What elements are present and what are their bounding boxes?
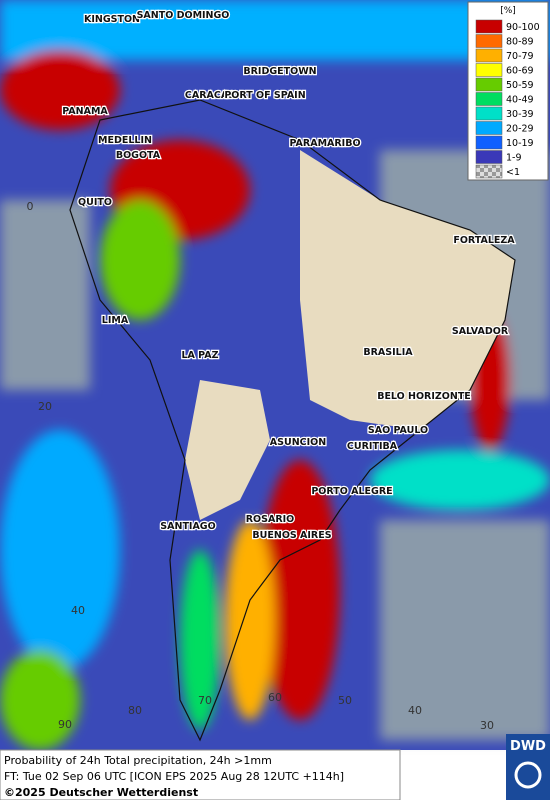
dry-land — [185, 380, 270, 520]
city-label: CURITIBA — [347, 441, 398, 452]
grid-label: 50 — [338, 694, 352, 707]
legend-swatch — [475, 63, 503, 77]
legend-label: 80-89 — [506, 37, 534, 48]
legend-swatch — [475, 19, 503, 34]
legend-label: 40-49 — [506, 95, 534, 106]
city-label: FORTALEZA — [453, 235, 515, 246]
city-label: SANTIAGO — [160, 521, 215, 532]
footer-title: Probability of 24h Total precipitation, … — [4, 754, 272, 767]
legend-label: 90-100 — [506, 22, 540, 33]
grid-label: 30 — [480, 719, 494, 732]
legend-swatch — [475, 92, 503, 106]
grid-labels: 0 20 40 90 80 70 60 50 40 30 — [27, 200, 495, 732]
logo-box — [506, 734, 550, 800]
legend-swatch — [475, 48, 503, 63]
legend-swatch — [475, 164, 503, 179]
footer-box — [0, 749, 401, 801]
legend-swatch — [475, 77, 503, 92]
footer-copyright: ©2025 Deutscher Wetterdienst — [4, 786, 198, 799]
city-label: PARAMARIBO — [289, 138, 360, 149]
city-label: BUENOS AIRES — [252, 530, 331, 541]
legend-swatch — [475, 121, 503, 135]
city-label: PANAMA — [62, 106, 108, 117]
city-label: SANTO DOMINGO — [137, 10, 230, 21]
grid-label: 60 — [268, 691, 282, 704]
legend-label: <1 — [506, 167, 520, 178]
legend-swatch — [475, 150, 503, 164]
dry-land — [300, 150, 515, 430]
footer-forecast: FT: Tue 02 Sep 06 UTC [ICON EPS 2025 Aug… — [4, 770, 344, 783]
city-label: PORT OF SPAIN — [224, 90, 305, 101]
legend-label: 20-29 — [506, 124, 534, 135]
city-label: LIMA — [102, 315, 129, 326]
city-label: BRIDGETOWN — [243, 66, 316, 77]
legend-label: 1-9 — [506, 153, 522, 164]
grid-label: 70 — [198, 694, 212, 707]
legend-label: 10-19 — [506, 138, 534, 149]
city-label: BELO HORIZONTE — [377, 391, 471, 402]
city-label: CARACAS — [185, 90, 235, 101]
grid-label: 80 — [128, 704, 142, 717]
city-label: LA PAZ — [181, 350, 218, 361]
city-label: SALVADOR — [452, 326, 509, 337]
city-label: QUITO — [78, 197, 112, 208]
grid-label: 0 — [27, 200, 34, 213]
legend: [%] 90-100 80-89 70-79 60-69 50-59 40-49 30-39… — [467, 1, 549, 181]
city-label: KINGSTON — [84, 14, 140, 25]
coastline — [69, 99, 516, 742]
city-label: SAO PAULO — [368, 425, 428, 436]
legend-unit: [%] — [500, 6, 516, 16]
grid-label: 90 — [58, 718, 72, 731]
legend-swatch — [475, 106, 503, 121]
city-label: BOGOTA — [116, 150, 161, 161]
legend-label: 70-79 — [506, 51, 534, 62]
city-label: PORTO ALEGRE — [311, 486, 392, 497]
legend-label: 50-59 — [506, 80, 534, 91]
city-label: ASUNCION — [270, 437, 326, 448]
city-label: MEDELLIN — [98, 135, 152, 146]
grid-label: 20 — [38, 400, 52, 413]
precip-field — [0, 0, 550, 750]
legend-swatch — [475, 34, 503, 48]
city-label: BRASILIA — [363, 347, 413, 358]
legend-label: 60-69 — [506, 66, 534, 77]
logo: DWD — [510, 739, 546, 754]
logo-icon — [514, 761, 542, 789]
city-label: ROSARIO — [246, 514, 295, 525]
grid-label: 40 — [71, 604, 85, 617]
legend-label: 30-39 — [506, 109, 534, 120]
grid-label: 40 — [408, 704, 422, 717]
legend-swatch — [475, 135, 503, 150]
